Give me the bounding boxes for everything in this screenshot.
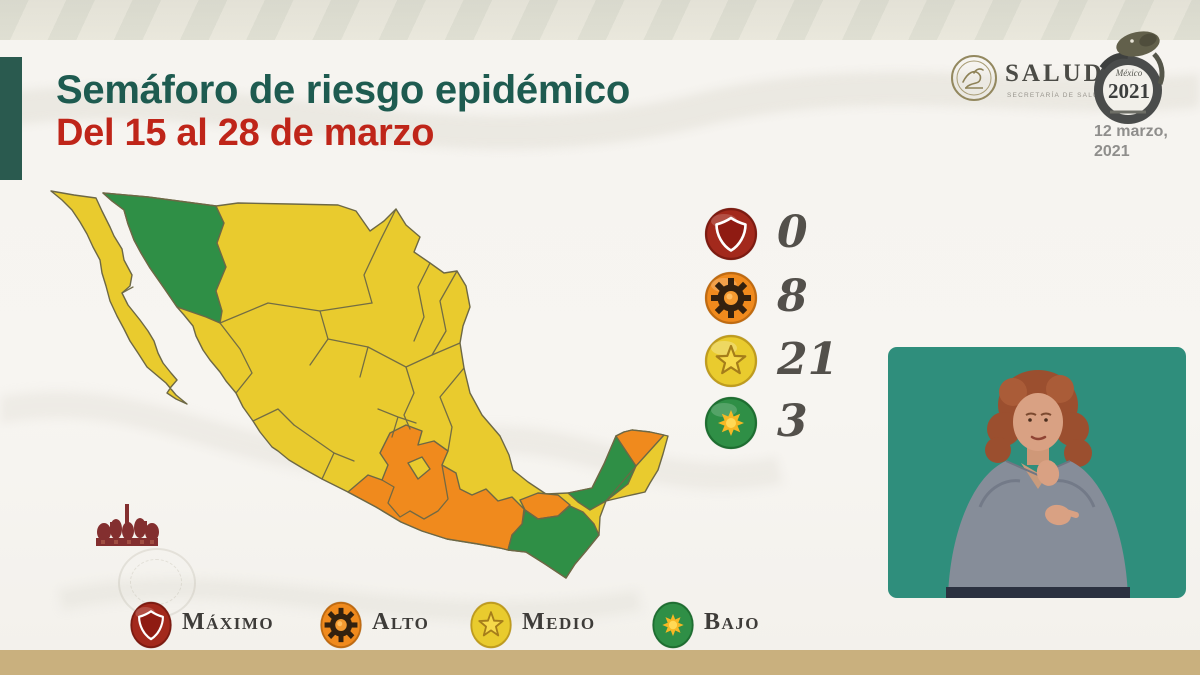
- bottom-legend-label-alto: Alto: [372, 609, 430, 635]
- legend-row-alto: 8: [703, 268, 863, 328]
- slide-date-line2: 2021: [1094, 143, 1130, 160]
- bottom-legend-label-maximo: Máximo: [182, 609, 275, 635]
- sun-icon: [704, 396, 758, 450]
- map-state-borders: [121, 208, 637, 520]
- map-region-baja-peninsula: [50, 190, 188, 405]
- map-svg: [50, 190, 669, 579]
- sign-language-interpreter-video: [888, 347, 1186, 598]
- mexico-choropleth-map: [38, 183, 688, 608]
- quetzalcoatl-ring-icon: [1094, 31, 1165, 124]
- map-region-chiapas: [507, 505, 600, 579]
- salud-wordmark: SALUD: [1005, 60, 1105, 87]
- salud-subtext: SECRETARÍA DE SALUD: [1007, 92, 1105, 99]
- slide-date: 12 marzo, 2021: [1094, 122, 1168, 162]
- salud-seal-icon: [951, 55, 997, 101]
- top-texture-band: [0, 0, 1200, 44]
- count-bajo: 3: [777, 396, 808, 447]
- count-alto: 8: [777, 271, 808, 322]
- star-icon: [470, 601, 512, 649]
- emblem-country-label: México: [1115, 68, 1143, 78]
- bottom-legend-label-medio: Medio: [522, 609, 596, 635]
- page-title: Semáforo de riesgo epidémico: [56, 68, 630, 112]
- count-maximo: 0: [777, 207, 808, 258]
- bottom-legend-label-bajo: Bajo: [704, 609, 761, 635]
- page-subtitle: Del 15 al 28 de marzo: [56, 112, 435, 154]
- legend-row-maximo: 0: [703, 204, 863, 264]
- shield-icon: [704, 207, 758, 261]
- footer-tan-band: [0, 650, 1200, 675]
- mexico-2021-emblem: México 2021: [1088, 28, 1170, 128]
- sun-icon: [652, 601, 694, 649]
- emblem-year-label: 2021: [1108, 79, 1150, 103]
- shield-icon: [130, 601, 172, 649]
- slide-date-line1: 12 marzo,: [1094, 123, 1168, 140]
- gear-icon: [320, 601, 362, 649]
- legend-row-bajo: 3: [703, 393, 863, 453]
- legend-row-medio: 21: [703, 331, 863, 391]
- map-region-sonora: [102, 192, 227, 324]
- star-icon: [704, 334, 758, 388]
- title-accent-bar: [0, 57, 22, 180]
- map-region-cdmx-notch: [407, 456, 431, 480]
- city-skyline-watermark: [96, 504, 159, 546]
- salud-logo: SALUD SECRETARÍA DE SALUD: [948, 52, 1128, 104]
- count-medio: 21: [777, 334, 839, 385]
- interpreter-figure: [946, 370, 1130, 598]
- gear-icon: [704, 271, 758, 325]
